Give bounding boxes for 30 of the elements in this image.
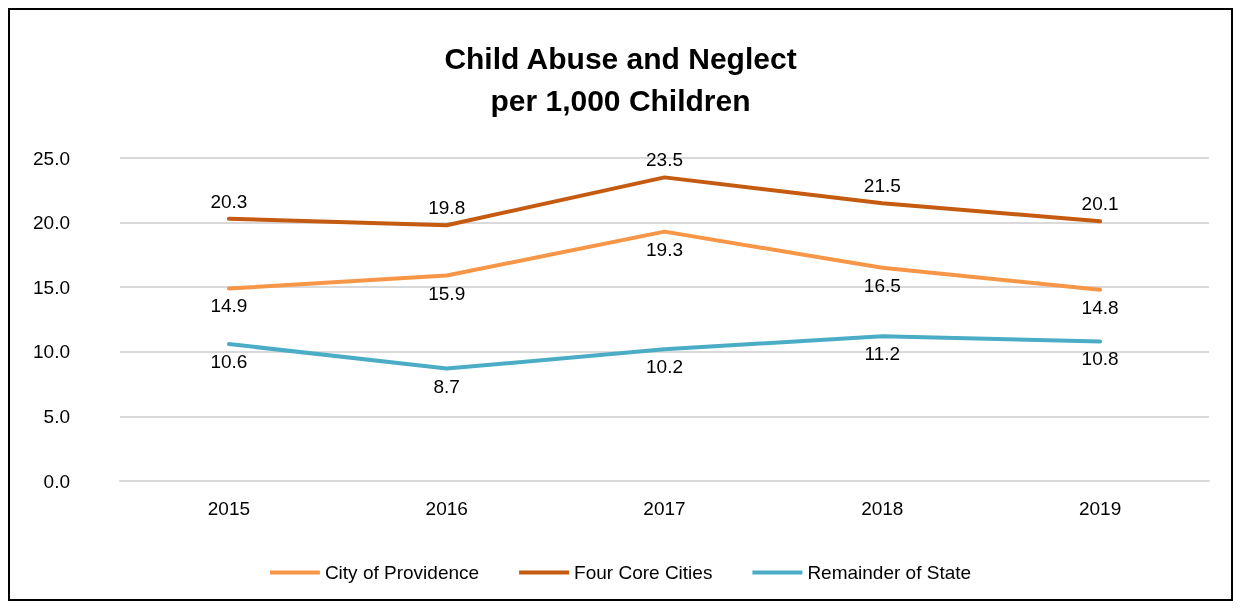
x-tick-label: 2018 — [861, 498, 904, 519]
legend-label: Remainder of State — [807, 562, 972, 583]
x-tick-label: 2019 — [1078, 498, 1122, 519]
y-tick-label: 0.0 — [43, 470, 70, 492]
legend-label: Four Core Cities — [574, 562, 713, 583]
data-label: 10.6 — [210, 351, 248, 373]
x-tick-label: 2017 — [643, 498, 686, 519]
data-label: 19.3 — [646, 238, 683, 260]
data-label: 14.8 — [1081, 296, 1119, 318]
chart-title: Child Abuse and Neglect per 1,000 Children — [444, 41, 797, 117]
y-tick-label: 10.0 — [33, 341, 70, 363]
data-label: 21.5 — [863, 175, 901, 197]
x-tick-label: 2015 — [207, 498, 251, 519]
x-tick-label: 2016 — [425, 498, 468, 519]
data-label: 10.2 — [646, 356, 683, 378]
data-label: 10.8 — [1081, 348, 1119, 370]
legend-label: City of Providence — [324, 562, 480, 583]
y-tick-label: 25.0 — [33, 147, 70, 169]
data-label: 11.2 — [864, 343, 901, 365]
data-label: 8.7 — [433, 375, 460, 397]
data-label: 16.5 — [863, 274, 901, 296]
data-label: 14.9 — [210, 295, 248, 317]
y-tick-label: 5.0 — [43, 405, 70, 427]
data-label: 19.8 — [428, 197, 466, 219]
data-label: 20.1 — [1081, 193, 1119, 215]
y-tick-label: 15.0 — [33, 276, 70, 298]
data-label: 20.3 — [210, 190, 248, 212]
y-tick-label: 20.0 — [33, 212, 70, 234]
data-label: 15.9 — [428, 282, 466, 304]
data-label: 23.5 — [646, 149, 683, 171]
